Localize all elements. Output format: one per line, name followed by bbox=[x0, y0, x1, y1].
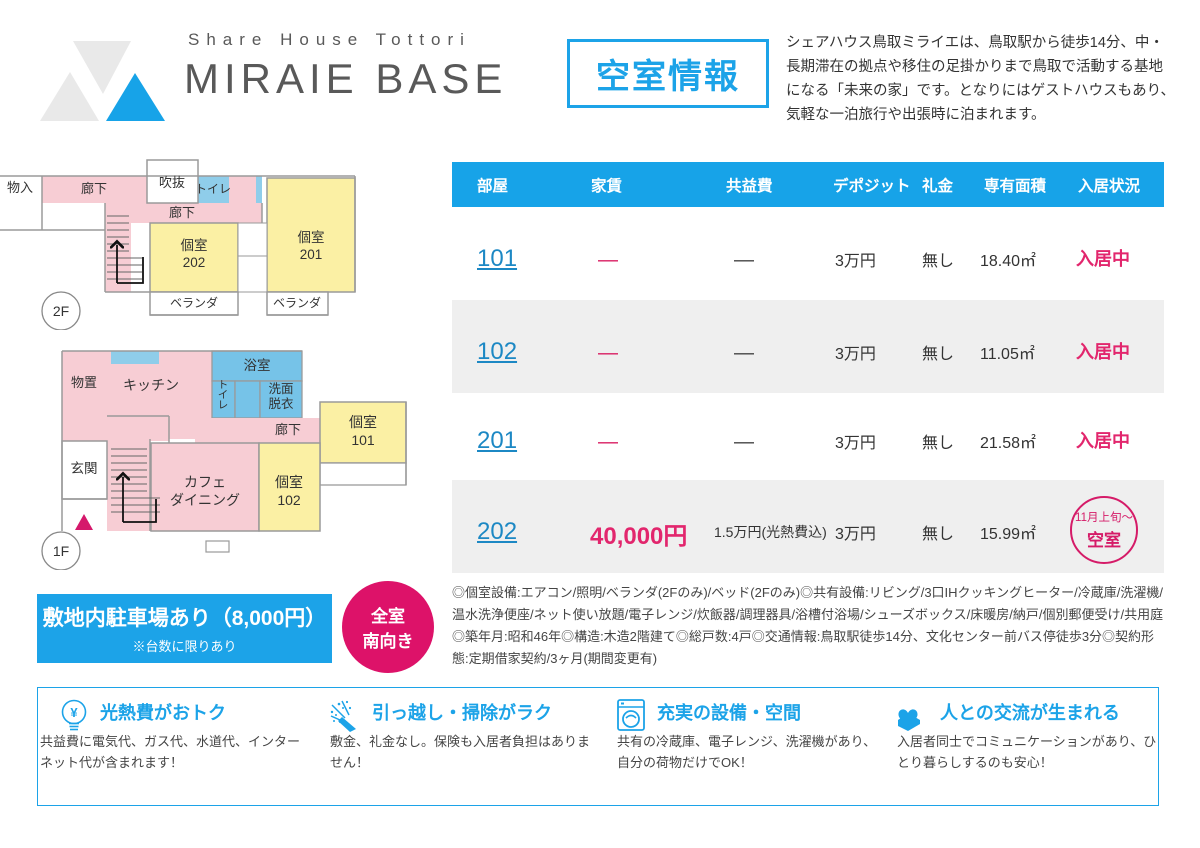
svg-text:廊下: 廊下 bbox=[275, 422, 301, 437]
svg-text:201: 201 bbox=[300, 247, 323, 262]
svg-text:洗面: 洗面 bbox=[268, 382, 293, 396]
svg-text:浴室: 浴室 bbox=[244, 357, 271, 373]
svg-text:キッチン: キッチン bbox=[123, 377, 179, 393]
svg-text:2F: 2F bbox=[53, 303, 69, 319]
svg-text:101: 101 bbox=[351, 432, 375, 448]
svg-text:1F: 1F bbox=[53, 543, 69, 559]
svg-text:物置: 物置 bbox=[71, 375, 97, 390]
svg-text:カフェ: カフェ bbox=[184, 474, 226, 490]
svg-text:202: 202 bbox=[183, 255, 206, 270]
svg-text:廊下: 廊下 bbox=[169, 205, 195, 220]
svg-text:物入: 物入 bbox=[7, 180, 33, 195]
svg-text:ベランダ: ベランダ bbox=[273, 295, 321, 310]
svg-text:トイレ: トイレ bbox=[195, 182, 231, 196]
svg-text:脱衣: 脱衣 bbox=[268, 396, 294, 411]
svg-text:ダイニング: ダイニング bbox=[170, 492, 240, 508]
svg-text:玄関: 玄関 bbox=[71, 460, 98, 476]
svg-text:吹抜: 吹抜 bbox=[159, 175, 185, 190]
svg-text:ベランダ: ベランダ bbox=[170, 295, 218, 310]
svg-text:レ: レ bbox=[218, 399, 229, 411]
svg-text:個室: 個室 bbox=[181, 237, 208, 253]
svg-text:¥: ¥ bbox=[70, 705, 78, 720]
svg-text:個室: 個室 bbox=[349, 414, 377, 430]
svg-text:個室: 個室 bbox=[275, 474, 303, 490]
svg-text:102: 102 bbox=[277, 492, 301, 508]
svg-text:廊下: 廊下 bbox=[81, 181, 107, 196]
svg-text:個室: 個室 bbox=[298, 229, 325, 245]
